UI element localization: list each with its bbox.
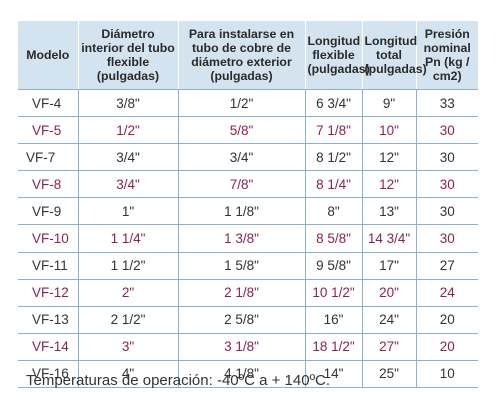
cell-tubo-cobre: 1 3/8"	[177, 224, 305, 253]
cell-diametro-interior: 1"	[77, 197, 178, 226]
cell-modelo: VF-4	[18, 89, 78, 118]
header-modelo: Modelo	[18, 21, 79, 90]
cell-longitud-total: 27"	[361, 333, 416, 361]
cell-longitud-total: 9"	[361, 89, 416, 118]
cell-longitud-flexible: 8 5/8"	[304, 224, 362, 253]
cell-presion: 33	[415, 89, 478, 118]
specifications-table: Modelo Diámetro interior del tubo flexib…	[18, 21, 478, 389]
cell-tubo-cobre: 4 1/8"	[177, 360, 305, 389]
cell-tubo-cobre: 1/2"	[177, 89, 305, 118]
cell-longitud-total: 25"	[361, 360, 416, 389]
cell-modelo: VF-11	[18, 252, 78, 280]
cell-presion: 24	[415, 279, 478, 307]
header-tubo-cobre: Para instalarse en tubo de cobre de diám…	[177, 21, 306, 90]
cell-longitud-flexible: 7 1/8"	[304, 116, 362, 145]
cell-presion: 10	[415, 360, 478, 389]
header-row: Modelo Diámetro interior del tubo flexib…	[18, 21, 478, 90]
operating-temperature-note: Temperaturas de operación: -40ºC a + 140…	[26, 372, 331, 389]
cell-tubo-cobre: 2 1/8"	[177, 279, 305, 307]
cell-tubo-cobre: 1 1/8"	[177, 197, 305, 226]
cell-longitud-flexible: 14"	[304, 360, 362, 389]
cell-modelo: VF-16	[18, 360, 78, 389]
cell-tubo-cobre: 7/8"	[177, 170, 305, 199]
cell-diametro-interior: 4"	[77, 360, 178, 389]
cell-modelo: VF-14	[18, 333, 78, 361]
cell-tubo-cobre: 3 1/8"	[177, 333, 305, 361]
cell-longitud-flexible: 8 1/2"	[304, 143, 362, 172]
cell-presion: 30	[415, 197, 478, 226]
cell-longitud-flexible: 8 1/4"	[304, 170, 362, 199]
cell-tubo-cobre: 5/8"	[177, 116, 305, 145]
cell-longitud-total: 13"	[361, 197, 416, 226]
cell-diametro-interior: 3/8"	[77, 89, 178, 118]
cell-presion: 30	[415, 224, 478, 253]
cell-diametro-interior: 1/2"	[77, 116, 178, 145]
cell-presion: 20	[415, 333, 478, 361]
cell-diametro-interior: 2"	[77, 279, 178, 307]
table-row: VF-5 1/2" 5/8" 7 1/8" 10" 30	[18, 116, 478, 145]
cell-presion: 30	[415, 170, 478, 199]
table-header: Modelo Diámetro interior del tubo flexib…	[18, 21, 478, 90]
cell-modelo: VF-12	[18, 279, 78, 307]
cell-modelo: VF-5	[18, 116, 78, 145]
cell-longitud-flexible: 10 1/2"	[304, 279, 362, 307]
cell-diametro-interior: 1 1/2"	[77, 252, 178, 280]
cell-longitud-flexible: 9 5/8"	[304, 252, 362, 280]
cell-diametro-interior: 3"	[77, 333, 178, 361]
cell-longitud-total: 10"	[361, 116, 416, 145]
cell-diametro-interior: 2 1/2"	[77, 306, 178, 334]
table-body: VF-4 3/8" 1/2" 6 3/4" 9" 33 VF-5 1/2" 5/…	[18, 89, 478, 389]
cell-longitud-total: 24"	[361, 306, 416, 334]
cell-modelo: VF-8	[18, 170, 78, 199]
cell-longitud-total: 20"	[361, 279, 416, 307]
cell-presion: 30	[415, 143, 478, 172]
cell-longitud-flexible: 6 3/4"	[304, 89, 362, 118]
header-presion-nominal: Presión nominal Pn (kg / cm2)	[415, 21, 478, 90]
cell-longitud-total: 12"	[361, 170, 416, 199]
cell-modelo: VF-9	[18, 197, 78, 226]
table-row: VF-16 4" 4 1/8" 14" 25" 10	[18, 360, 478, 389]
cell-longitud-total: 17"	[361, 252, 416, 280]
cell-modelo: VF-13	[18, 306, 78, 334]
cell-tubo-cobre: 3/4"	[177, 143, 305, 172]
cell-diametro-interior: 3/4"	[77, 170, 178, 199]
header-longitud-total: Longitud total (pulgadas)	[361, 21, 427, 90]
table-row: VF-8 3/4" 7/8" 8 1/4" 12" 30	[18, 170, 478, 199]
cell-modelo: VF-10	[18, 224, 78, 253]
cell-presion: 27	[415, 252, 478, 280]
cell-longitud-flexible: 16"	[304, 306, 362, 334]
cell-diametro-interior: 1 1/4"	[77, 224, 178, 253]
cell-longitud-total: 14 3/4"	[361, 224, 416, 253]
table-row: VF-9 1" 1 1/8" 8" 13" 30	[18, 197, 478, 226]
table-row: VF-4 3/8" 1/2" 6 3/4" 9" 33	[18, 89, 478, 118]
table-row: VF-11 1 1/2" 1 5/8" 9 5/8" 17" 27	[18, 252, 478, 280]
table-row: VF-14 3" 3 1/8" 18 1/2" 27" 20	[18, 333, 478, 361]
table-row: VF-12 2" 2 1/8" 10 1/2" 20" 24	[18, 279, 478, 307]
cell-presion: 20	[415, 306, 478, 334]
cell-diametro-interior: 3/4"	[77, 143, 178, 172]
cell-tubo-cobre: 2 5/8"	[177, 306, 305, 334]
table-row: VF-7 3/4" 3/4" 8 1/2" 12" 30	[18, 143, 478, 172]
table-row: VF-10 1 1/4" 1 3/8" 8 5/8" 14 3/4" 30	[18, 224, 478, 253]
cell-longitud-total: 12"	[361, 143, 416, 172]
header-diametro-interior: Diámetro interior del tubo flexible (pul…	[77, 21, 179, 90]
header-longitud-flexible: Longitud flexible (pulgadas)	[304, 21, 370, 90]
cell-modelo: VF-7	[18, 143, 78, 172]
cell-tubo-cobre: 1 5/8"	[177, 252, 305, 280]
cell-longitud-flexible: 18 1/2"	[304, 333, 362, 361]
cell-longitud-flexible: 8"	[304, 197, 362, 226]
cell-presion: 30	[415, 116, 478, 145]
table-row: VF-13 2 1/2" 2 5/8" 16" 24" 20	[18, 306, 478, 334]
